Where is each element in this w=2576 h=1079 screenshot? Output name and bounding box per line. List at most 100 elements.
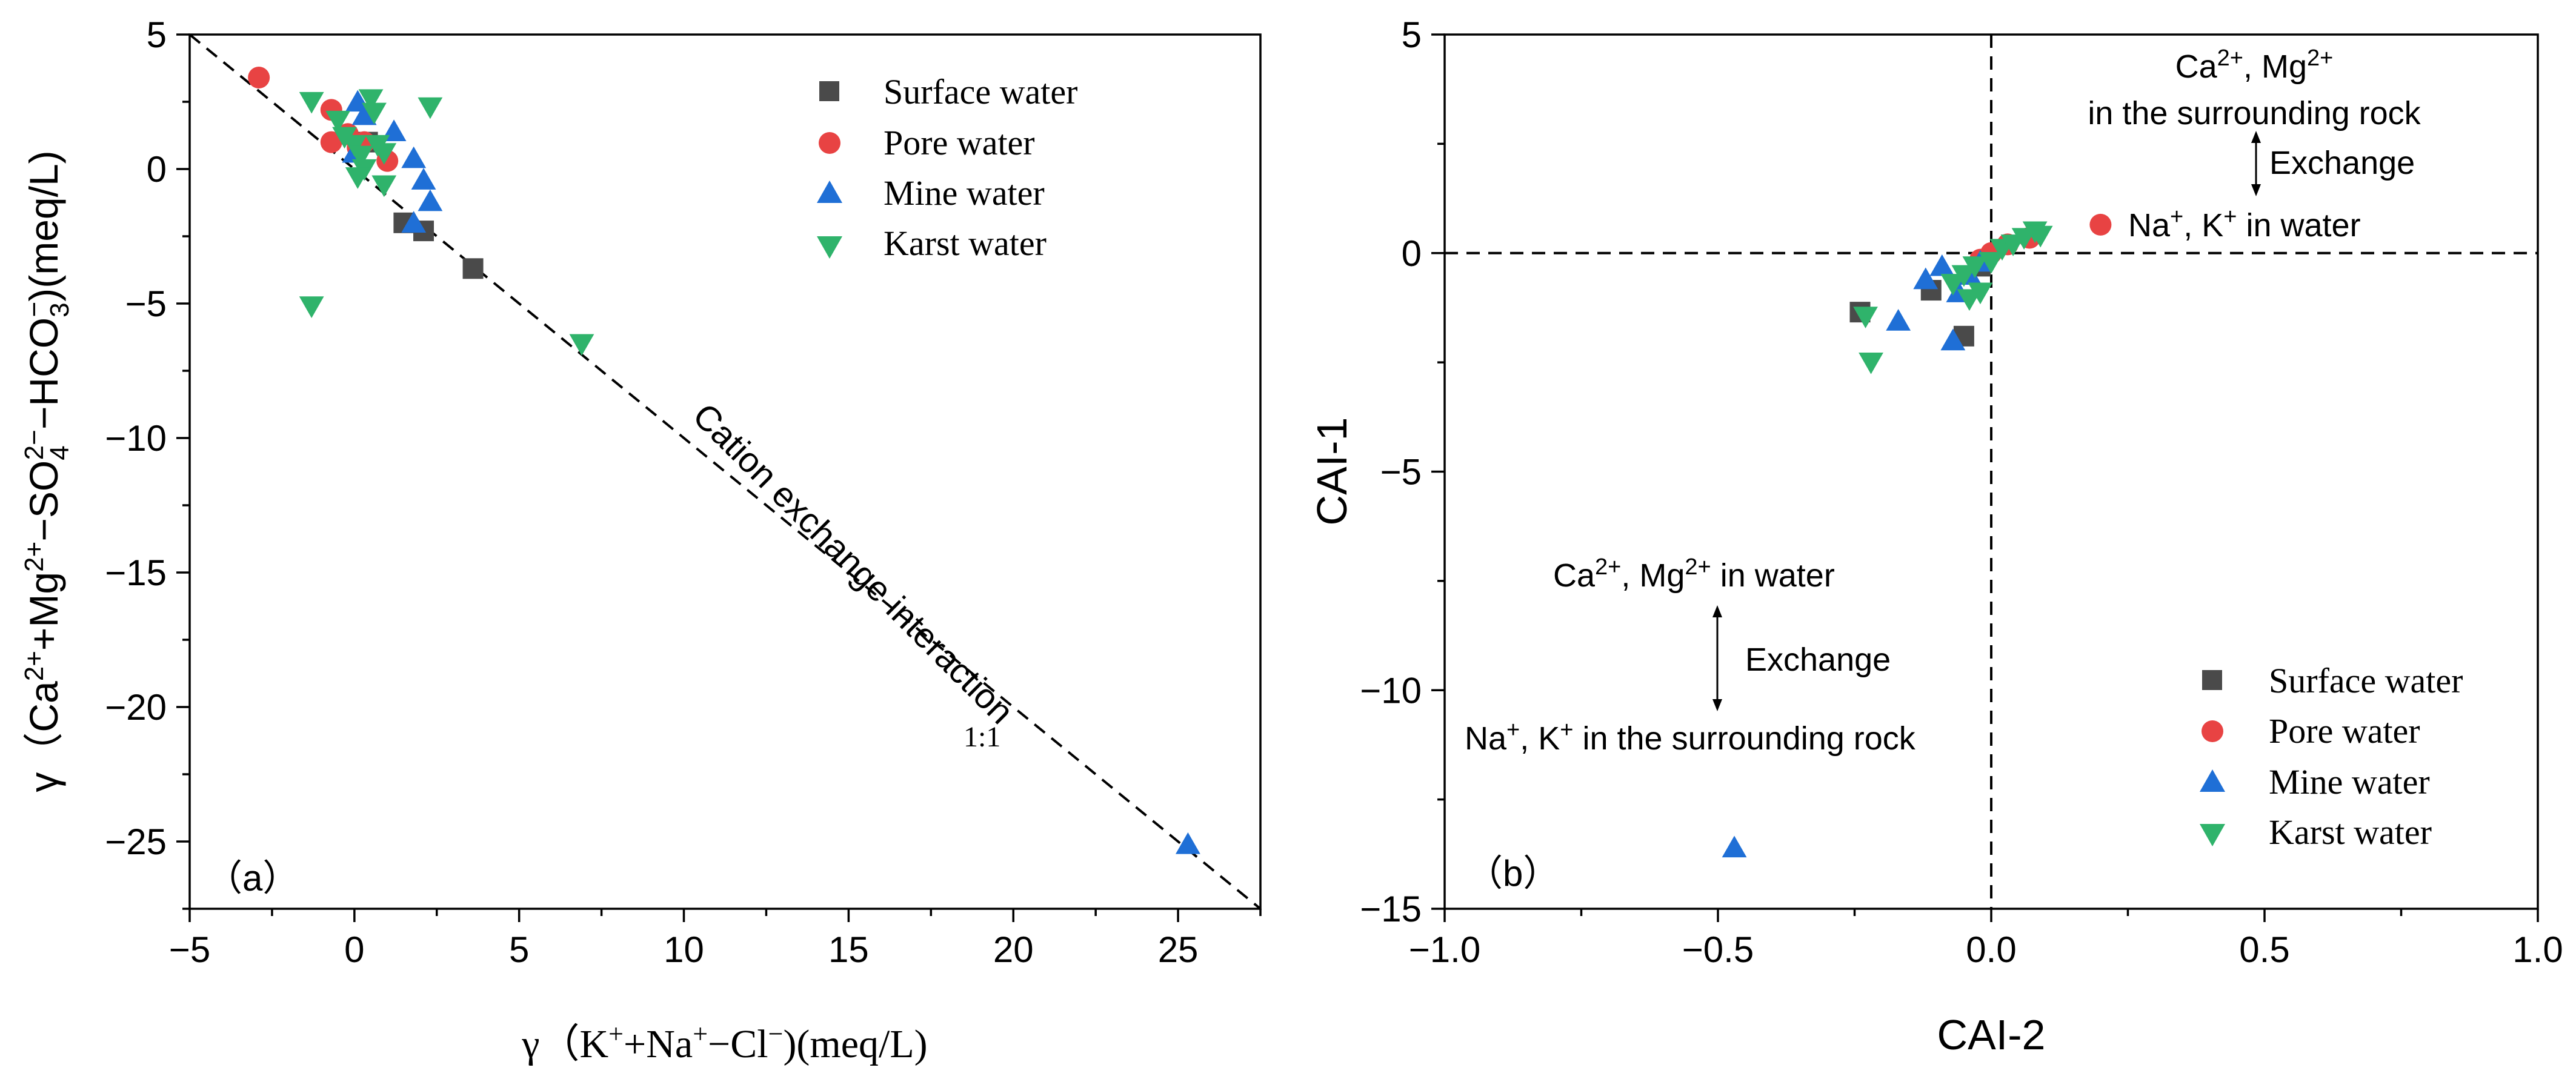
annot-top-exchange: Exchange bbox=[2269, 145, 2415, 181]
legend-marker-mine bbox=[2200, 769, 2225, 792]
x-tick-label: −5 bbox=[169, 929, 210, 970]
panel-a-x-ticks: −5 0 5 10 15 20 25 bbox=[169, 909, 1262, 970]
panel-a-label: （a） bbox=[206, 858, 299, 898]
legend-label-surface: Surface water bbox=[884, 72, 1077, 111]
x-tick-label: 25 bbox=[1158, 929, 1199, 970]
x-tick-label: 1.0 bbox=[2512, 929, 2563, 970]
point-karst-water bbox=[2028, 225, 2053, 248]
panel-a-plot-frame bbox=[188, 33, 1262, 910]
legend-marker-karst bbox=[817, 236, 842, 259]
annot-bottom-arrowhead-up bbox=[1712, 605, 1722, 617]
point-mine-water bbox=[1175, 832, 1200, 854]
point-mine-water bbox=[418, 189, 443, 211]
point-karst-water bbox=[1859, 352, 1883, 374]
annot-top-arrowhead-down bbox=[2251, 184, 2261, 196]
y-tick-label: −5 bbox=[125, 284, 167, 324]
legend-label-mine: Mine water bbox=[2269, 762, 2430, 802]
y-tick-label: 0 bbox=[1402, 233, 1422, 274]
point-mine-water bbox=[411, 168, 436, 190]
point-pore-water bbox=[248, 67, 270, 89]
point-pore-water bbox=[2089, 213, 2112, 236]
point-mine-water bbox=[401, 146, 427, 168]
panel-b-x-axis-label: CAI-2 bbox=[1937, 1011, 2046, 1058]
panel-a: −5 0 5 10 15 20 25 5 0 −5 −10 −15 −20 −25 Cation exc… bbox=[19, 15, 1262, 1066]
legend-marker-pore bbox=[2202, 720, 2223, 742]
annot-bottom-arrowhead-down bbox=[1712, 699, 1722, 711]
annot-bottom-exchange: Exchange bbox=[1745, 642, 1891, 678]
annot-top-line3: Na+, K+ in water bbox=[2128, 204, 2361, 244]
legend-marker-surface bbox=[819, 81, 839, 101]
point-karst-water bbox=[1940, 274, 1966, 296]
annot-bottom-line3: Na+, K+ in the surrounding rock bbox=[1465, 717, 1916, 757]
y-tick-label: −20 bbox=[105, 687, 167, 728]
point-mine-water bbox=[351, 103, 377, 125]
panel-b-y-axis-label: CAI-1 bbox=[1308, 417, 1356, 526]
y-tick-label: −10 bbox=[105, 418, 167, 459]
x-tick-label: 0.0 bbox=[1966, 929, 2016, 970]
point-karst-water bbox=[371, 143, 397, 165]
point-mine-water bbox=[401, 211, 427, 233]
y-tick-label: 5 bbox=[1402, 15, 1422, 55]
panel-b-x-ticks: −1.0 −0.5 0.0 0.5 1.0 bbox=[1409, 909, 2563, 970]
x-tick-label: 0.5 bbox=[2239, 929, 2289, 970]
x-tick-label: 0 bbox=[344, 929, 364, 970]
panel-a-x-axis-label: γ（K++Na+−Cl−)(meq/L) bbox=[521, 1019, 927, 1066]
legend-marker-karst bbox=[2200, 824, 2225, 846]
x-tick-label: 5 bbox=[509, 929, 529, 970]
y-tick-label: −15 bbox=[105, 553, 167, 593]
panel-a-reference-line bbox=[188, 33, 1262, 910]
panel-b: −1.0 −0.5 0.0 0.5 1.0 5 0 −5 −10 −15 Ca2+, Mg2+ … bbox=[1308, 15, 2563, 1058]
point-karst-water bbox=[1853, 307, 1878, 328]
point-mine-water bbox=[1886, 309, 1911, 331]
point-pore-water bbox=[320, 131, 342, 153]
x-tick-label: −1.0 bbox=[1409, 929, 1480, 970]
panel-b-data-points bbox=[1722, 213, 2112, 858]
point-mine-water bbox=[1940, 328, 1966, 351]
x-tick-label: −0.5 bbox=[1682, 929, 1754, 970]
panel-a-data-points bbox=[248, 67, 1200, 854]
y-tick-label: −5 bbox=[1380, 452, 1422, 493]
point-mine-water bbox=[1913, 267, 1939, 290]
legend-label-pore: Pore water bbox=[884, 123, 1035, 162]
y-tick-label: 5 bbox=[147, 15, 167, 55]
point-karst-water bbox=[371, 175, 397, 198]
point-karst-water bbox=[362, 102, 387, 125]
point-karst-water bbox=[348, 145, 374, 168]
y-tick-label: −15 bbox=[1360, 889, 1422, 929]
point-mine-water bbox=[1929, 254, 1955, 276]
panel-b-legend: Surface water Pore water Mine water Kars… bbox=[2200, 661, 2463, 852]
legend-marker-pore bbox=[819, 132, 840, 154]
point-karst-water bbox=[569, 334, 594, 356]
legend-label-surface: Surface water bbox=[2269, 661, 2463, 700]
panel-b-y-ticks: 5 0 −5 −10 −15 bbox=[1360, 15, 1445, 929]
annot-top-line2: in the surrounding rock bbox=[2088, 95, 2421, 131]
point-mine-water bbox=[1722, 835, 1747, 858]
point-karst-water bbox=[345, 167, 370, 189]
x-tick-label: 20 bbox=[993, 929, 1034, 970]
x-tick-label: 10 bbox=[664, 929, 704, 970]
point-surface-water bbox=[462, 258, 484, 279]
y-tick-label: 0 bbox=[147, 149, 167, 190]
legend-label-pore: Pore water bbox=[2269, 711, 2420, 751]
y-tick-label: −10 bbox=[1360, 670, 1422, 711]
point-karst-water bbox=[299, 296, 324, 318]
point-karst-water bbox=[1951, 265, 1977, 287]
point-karst-water bbox=[1979, 252, 2004, 274]
point-karst-water bbox=[358, 89, 384, 111]
annot-bottom-line1: Ca2+, Mg2+ in water bbox=[1553, 554, 1835, 594]
point-karst-water bbox=[299, 91, 324, 114]
panel-a-reference-label: Cation exchange interaction bbox=[685, 396, 1021, 731]
panel-a-y-axis-label: γ（Ca2++Mg2+−SO42−−HCO3−)(meq/L) bbox=[19, 150, 75, 792]
legend-marker-surface bbox=[2202, 670, 2222, 690]
annot-top-arrowhead-up bbox=[2251, 131, 2261, 143]
panel-b-annotation-bottom: Ca2+, Mg2+ in water Exchange Na+, K+ in … bbox=[1465, 554, 1916, 757]
panel-a-legend: Surface water Pore water Mine water Kars… bbox=[817, 72, 1077, 263]
legend-label-karst: Karst water bbox=[2269, 812, 2432, 852]
annot-top-line1: Ca2+, Mg2+ bbox=[2175, 45, 2334, 85]
point-karst-water bbox=[325, 110, 351, 133]
point-karst-water bbox=[1962, 256, 1988, 278]
point-karst-water bbox=[418, 97, 443, 119]
panel-a-y-ticks: 5 0 −5 −10 −15 −20 −25 bbox=[105, 15, 190, 910]
y-tick-label: −25 bbox=[105, 822, 167, 862]
